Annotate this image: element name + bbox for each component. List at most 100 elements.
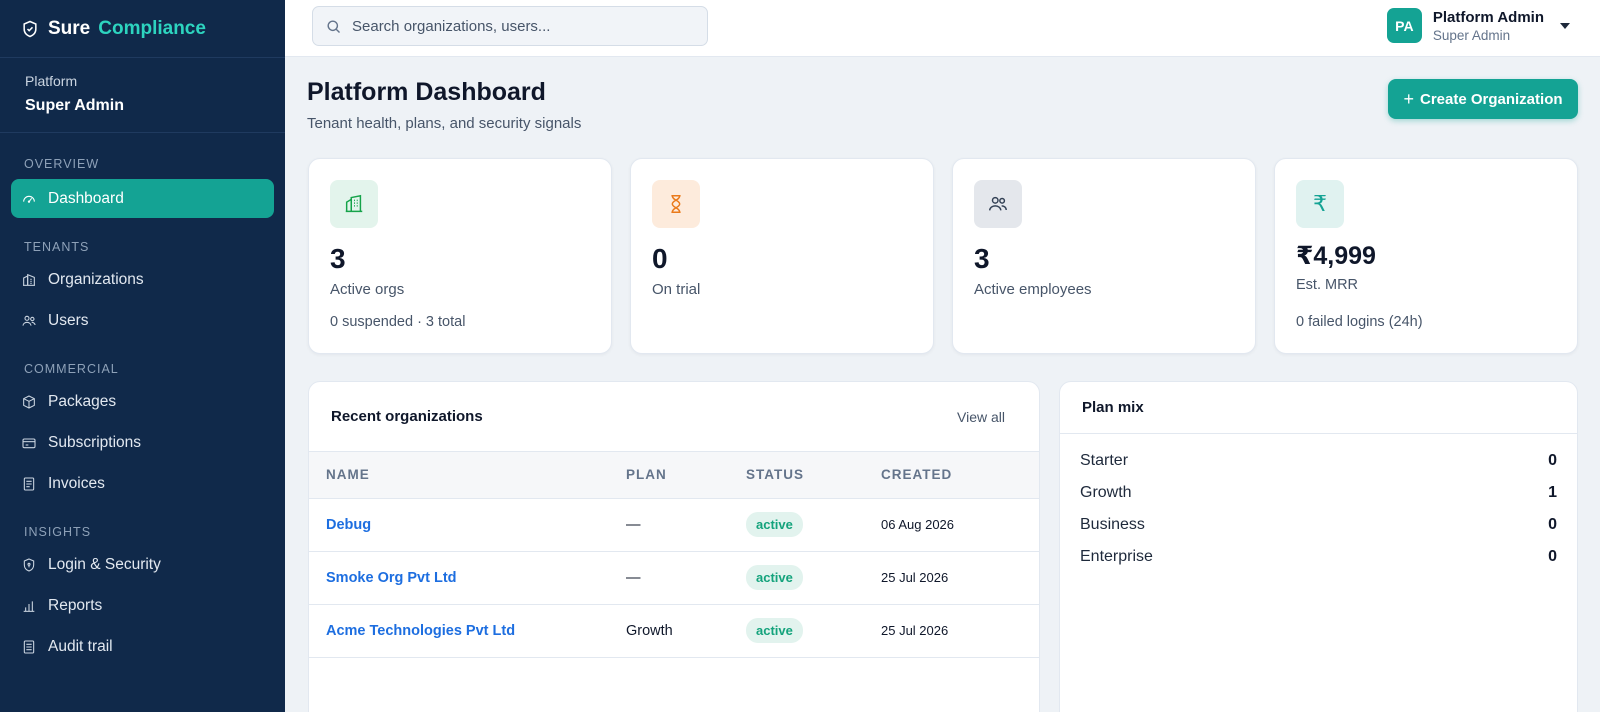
user-menu[interactable]: PA Platform Admin Super Admin [1386, 8, 1570, 43]
plan-count: 0 [1548, 452, 1557, 469]
plan-mix-list: Starter 0 Growth 1 Business 0 Enterprise… [1060, 434, 1577, 573]
sidebar-item-packages[interactable]: Packages [11, 382, 274, 421]
column-header-status[interactable]: STATUS [746, 452, 881, 499]
sidebar-nav: OVERVIEW Dashboard TENANTS Organizations… [0, 133, 285, 666]
plan-mix-panel: Plan mix Starter 0 Growth 1 Business 0 E… [1059, 381, 1578, 712]
stat-foot: 0 failed logins (24h) [1296, 314, 1423, 330]
search-box[interactable] [312, 6, 708, 46]
stat-icon-box [652, 180, 700, 228]
org-plan: — [626, 551, 746, 605]
brand[interactable]: Sure Compliance [0, 0, 285, 58]
sidebar-item-dashboard[interactable]: Dashboard [11, 179, 274, 218]
nav-section-tenants: TENANTS [24, 240, 90, 254]
sidebar-item-audit-trail[interactable]: Audit trail [11, 627, 274, 666]
bar-chart-icon [23, 600, 35, 612]
list-item: Business 0 [1060, 509, 1577, 541]
table-header-row: NAME PLAN STATUS CREATED [309, 452, 1039, 499]
organizations-table: NAME PLAN STATUS CREATED Debug — active … [309, 452, 1039, 658]
panel-title: Plan mix [1082, 399, 1144, 416]
status-badge: active [746, 512, 803, 537]
sidebar-item-label: Invoices [48, 474, 105, 492]
sidebar-item-label: Reports [48, 596, 103, 614]
org-plan: — [626, 498, 746, 552]
sidebar-item-label: Organizations [48, 270, 144, 288]
brand-name: Sure [48, 17, 91, 39]
building-icon [345, 194, 363, 213]
org-name-link[interactable]: Smoke Org Pvt Ltd [326, 569, 457, 586]
plan-label: Enterprise [1080, 548, 1153, 565]
create-organization-button[interactable]: + Create Organization [1388, 79, 1578, 119]
user-name: Platform Admin [1432, 8, 1544, 26]
panel-header: Plan mix [1060, 382, 1577, 434]
shield-icon [23, 20, 37, 37]
plan-count: 0 [1548, 516, 1557, 533]
sidebar-item-reports[interactable]: Reports [11, 586, 274, 625]
avatar[interactable]: PA [1386, 8, 1422, 43]
table-row[interactable]: Debug — active 06 Aug 2026 [309, 498, 1039, 552]
table-row[interactable]: Acme Technologies Pvt Ltd Growth active … [309, 604, 1039, 658]
column-header-name[interactable]: NAME [309, 452, 626, 499]
org-name-link[interactable]: Debug [326, 516, 372, 533]
page-subtitle: Tenant health, plans, and security signa… [307, 115, 582, 132]
stat-card-on-trial: 0 On trial [630, 158, 934, 354]
plan-count: 0 [1548, 548, 1557, 565]
status-badge: active [746, 565, 803, 590]
gauge-icon [23, 195, 35, 203]
chevron-down-icon[interactable] [1560, 22, 1570, 29]
card-icon [22, 437, 36, 448]
stat-card-active-employees: 3 Active employees [952, 158, 1256, 354]
nav-section-commercial: COMMERCIAL [24, 362, 119, 376]
sidebar-item-organizations[interactable]: Organizations [11, 260, 274, 299]
stat-value: ₹4,999 [1296, 242, 1376, 270]
sidebar-item-label: Packages [48, 392, 117, 410]
search-input[interactable] [352, 17, 682, 35]
audit-icon [23, 639, 35, 654]
user-info: Platform Admin Super Admin [1433, 9, 1544, 43]
view-all-link[interactable]: View all [957, 408, 1005, 425]
list-item: Growth 1 [1060, 477, 1577, 509]
panel-header: Recent organizations View all [309, 382, 1039, 452]
users-icon [22, 315, 36, 326]
plan-label: Business [1080, 516, 1145, 533]
context-block: Platform Super Admin [0, 58, 285, 133]
stat-value: 0 [652, 243, 668, 274]
table-row[interactable]: Smoke Org Pvt Ltd — active 25 Jul 2026 [309, 551, 1039, 605]
nav-section-overview: OVERVIEW [24, 157, 100, 171]
sidebar-item-login-security[interactable]: Login & Security [11, 545, 274, 584]
stat-card-active-orgs: 3 Active orgs 0 suspended · 3 total [308, 158, 612, 354]
building-icon [23, 273, 35, 286]
context-label: Platform [25, 73, 78, 89]
org-created: 25 Jul 2026 [881, 604, 1039, 658]
stat-icon-box: ₹ [1296, 180, 1344, 228]
panel-title: Recent organizations [331, 408, 483, 425]
sidebar-item-label: Dashboard [48, 189, 124, 207]
rupee-icon: ₹ [1313, 191, 1327, 217]
stat-icon-box [974, 180, 1022, 228]
stat-label: Active employees [974, 281, 1092, 298]
sidebar-item-subscriptions[interactable]: Subscriptions [11, 423, 274, 462]
sidebar-item-users[interactable]: Users [11, 301, 274, 340]
stat-label: Est. MRR [1296, 277, 1359, 293]
plan-count: 1 [1548, 484, 1557, 501]
sidebar-item-invoices[interactable]: Invoices [11, 464, 274, 503]
invoice-icon [23, 476, 35, 491]
brand-name-accent: Compliance [98, 17, 206, 39]
stat-foot: 0 suspended · 3 total [330, 314, 466, 330]
search-icon [327, 19, 341, 33]
status-badge: active [746, 618, 803, 643]
create-organization-label: Create Organization [1419, 90, 1563, 108]
org-plan: Growth [626, 604, 746, 658]
nav-section-insights: INSIGHTS [24, 525, 92, 539]
column-header-created[interactable]: CREATED [881, 452, 1039, 499]
stat-icon-box [330, 180, 378, 228]
recent-organizations-panel: Recent organizations View all NAME PLAN … [308, 381, 1040, 712]
org-created: 25 Jul 2026 [881, 551, 1039, 605]
org-name-link[interactable]: Acme Technologies Pvt Ltd [326, 622, 516, 639]
topbar: PA Platform Admin Super Admin [285, 0, 1600, 57]
plus-icon: + [1403, 88, 1414, 109]
sidebar-item-label: Subscriptions [48, 433, 142, 451]
sidebar-item-label: Audit trail [48, 637, 113, 655]
package-icon [23, 394, 35, 409]
column-header-plan[interactable]: PLAN [626, 452, 746, 499]
sidebar: Sure Compliance Platform Super Admin OVE… [0, 0, 285, 712]
